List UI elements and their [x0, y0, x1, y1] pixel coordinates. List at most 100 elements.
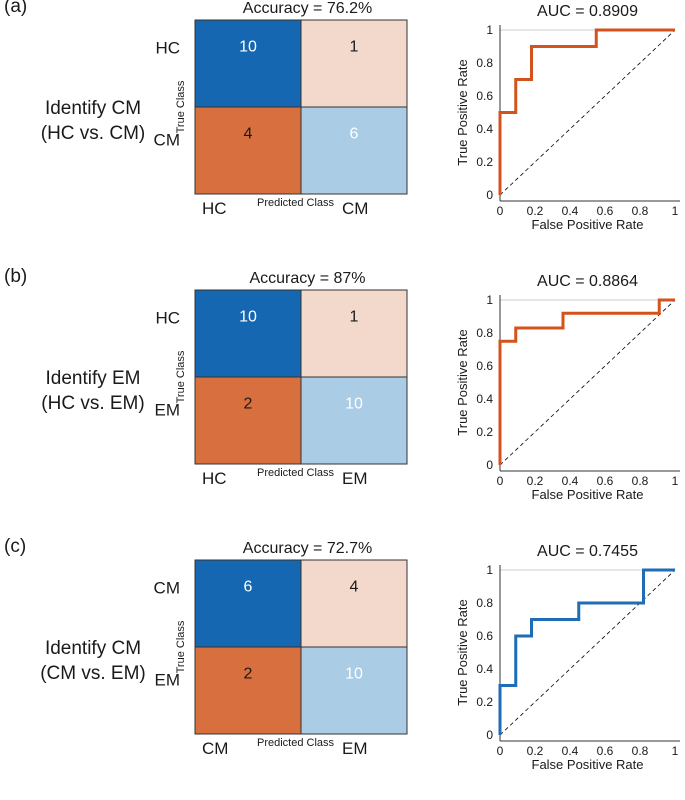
x-tick-label: 0.6 [597, 744, 614, 758]
y-tick-label: 1 [486, 23, 493, 37]
cm-cell-value: 10 [345, 666, 363, 683]
y-axis-title: True Positive Rate [455, 59, 470, 165]
accuracy-title: Accuracy = 87% [249, 270, 366, 287]
y-tick-label: 0.6 [476, 629, 493, 643]
y-tick-label: 0 [486, 728, 493, 742]
auc-title: AUC = 0.8864 [537, 273, 638, 290]
y-tick-label: 0.2 [476, 425, 493, 439]
y-tick-label: 0 [486, 188, 493, 202]
x-tick-label: 0.4 [562, 474, 579, 488]
auc-title: AUC = 0.7455 [537, 543, 638, 560]
y-tick-label: 0.4 [476, 122, 493, 136]
true-class-label: CM [154, 579, 180, 598]
task-line-2: (CM vs. EM) [40, 663, 146, 684]
panel-a: (a) Identify CM (HC vs. CM) Accuracy = 7… [0, 0, 685, 260]
cm-cell [195, 647, 301, 734]
y-tick-label: 0.8 [476, 56, 493, 70]
x-axis-title: False Positive Rate [532, 757, 644, 772]
task-line-2: (HC vs. EM) [41, 393, 145, 414]
x-tick-label: 0.2 [527, 204, 544, 218]
task-description: Identify EM (HC vs. EM) [18, 366, 168, 416]
cm-cell-value: 10 [345, 396, 363, 413]
cm-cell-value: 2 [244, 666, 253, 683]
true-class-label: EM [155, 671, 181, 690]
x-tick-label: 0 [497, 744, 504, 758]
x-tick-label: 0.8 [632, 744, 649, 758]
y-tick-label: 0.6 [476, 359, 493, 373]
cm-cell-value: 2 [244, 396, 253, 413]
cm-cell [195, 20, 301, 107]
y-tick-label: 0 [486, 458, 493, 472]
chance-diagonal [499, 29, 676, 196]
true-class-label: HC [155, 309, 180, 328]
y-tick-label: 0.2 [476, 695, 493, 709]
x-tick-label: 0.8 [632, 474, 649, 488]
cm-cell-value: 10 [239, 39, 257, 56]
predicted-class-label: EM [342, 469, 368, 488]
chance-diagonal [499, 299, 676, 466]
y-tick-label: 0.2 [476, 155, 493, 169]
y-tick-label: 0.4 [476, 392, 493, 406]
task-description: Identify CM (HC vs. CM) [18, 96, 168, 146]
roc-curve: AUC = 0.7455 0 0.2 0.4 0.6 0.8 1 0 0.2 0.4 0.6 0.8 1… [455, 543, 680, 772]
cm-cell-value: 1 [350, 309, 359, 326]
roc-curve: AUC = 0.8909 0 0.2 0.4 0.6 0.8 1 0 0.2 0.4 0.6 0.8 1… [455, 3, 680, 232]
x-tick-label: 0.4 [562, 204, 579, 218]
cm-cell [195, 560, 301, 647]
true-class-label: CM [154, 131, 180, 150]
x-axis-title: False Positive Rate [532, 217, 644, 232]
y-axis-label: True Class [175, 620, 187, 673]
cm-cell-value: 1 [350, 39, 359, 56]
task-description: Identify CM (CM vs. EM) [18, 636, 168, 686]
panel-c: (c) Identify CM (CM vs. EM) Accuracy = 7… [0, 536, 685, 800]
x-tick-label: 1 [672, 204, 679, 218]
cm-cell-value: 6 [350, 126, 359, 143]
y-tick-label: 0.8 [476, 326, 493, 340]
x-tick-label: 0 [497, 204, 504, 218]
cm-cell [301, 107, 407, 194]
panel-label: (a) [4, 0, 28, 17]
chance-diagonal [499, 569, 676, 736]
predicted-class-label: HC [202, 199, 227, 218]
cm-cell-value: 6 [244, 579, 253, 596]
x-tick-label: 1 [672, 474, 679, 488]
cm-cell [195, 290, 301, 377]
y-tick-label: 0.6 [476, 89, 493, 103]
cm-cell [195, 377, 301, 464]
roc-series-line [498, 568, 675, 735]
y-axis-label: True Class [175, 80, 187, 133]
auc-title: AUC = 0.8909 [537, 3, 638, 20]
predicted-class-label: EM [342, 739, 368, 758]
task-line-1: Identify CM [44, 98, 142, 119]
x-axis-label: Predicted Class [257, 737, 335, 749]
task-line-1: Identify EM [45, 368, 141, 389]
panel-b: (b) Identify EM (HC vs. EM) Accuracy = 8… [0, 266, 685, 530]
x-axis-label: Predicted Class [257, 467, 335, 479]
cm-cell [301, 560, 407, 647]
x-tick-label: 1 [672, 744, 679, 758]
true-class-label: EM [155, 401, 181, 420]
panel-label: (c) [4, 536, 27, 557]
true-class-label: HC [155, 39, 180, 58]
x-axis-label: Predicted Class [257, 197, 335, 209]
task-line-2: (HC vs. CM) [40, 123, 146, 144]
roc-series-line [498, 298, 675, 465]
y-axis-title: True Positive Rate [455, 599, 470, 705]
x-tick-label: 0 [497, 474, 504, 488]
accuracy-title: Accuracy = 72.7% [242, 540, 373, 557]
y-axis-title: True Positive Rate [455, 329, 470, 435]
cm-cell [301, 377, 407, 464]
predicted-class-label: HC [202, 469, 227, 488]
x-tick-label: 0.4 [562, 744, 579, 758]
accuracy-title: Accuracy = 76.2% [242, 0, 373, 17]
x-tick-label: 0.2 [527, 744, 544, 758]
roc-curve: AUC = 0.8864 0 0.2 0.4 0.6 0.8 1 0 0.2 0.4 0.6 0.8 1… [455, 273, 680, 502]
predicted-class-label: CM [202, 739, 228, 758]
x-tick-label: 0.2 [527, 474, 544, 488]
roc-series-line [498, 28, 675, 195]
task-line-1: Identify CM [44, 638, 142, 659]
y-tick-label: 1 [486, 293, 493, 307]
